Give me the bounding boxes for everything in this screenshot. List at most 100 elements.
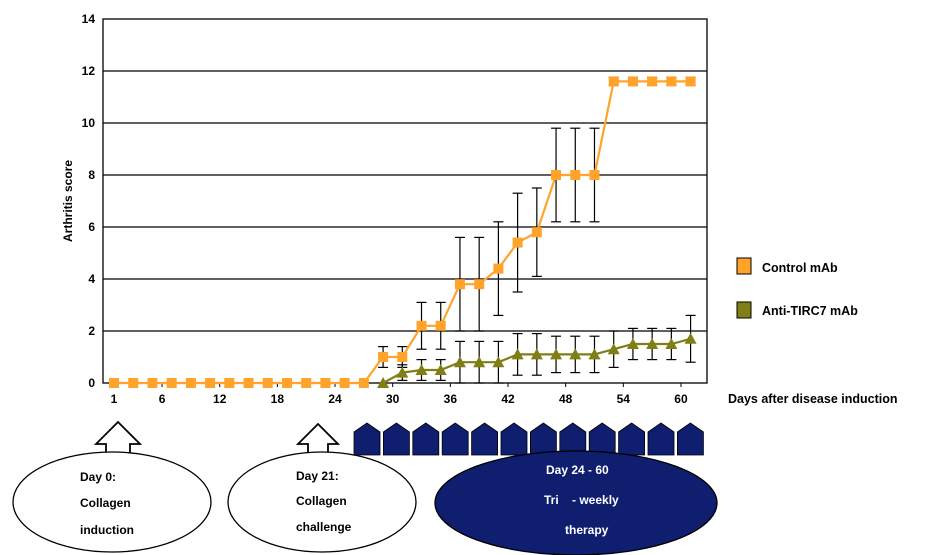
therapy-arrow-icon: [618, 422, 645, 456]
legend-item-control: Control mAb: [736, 257, 838, 275]
x-tick-label: 36: [444, 392, 458, 406]
data-point: [530, 348, 543, 360]
legend-item-anti-tirc7: Anti-TIRC7 mAb: [736, 301, 858, 319]
y-axis-ticks: 0 2 4 6 8 10 12 14: [82, 12, 96, 390]
data-point: [492, 356, 505, 368]
data-point: [454, 279, 465, 290]
legend-swatch-anti-tirc7: [736, 301, 752, 319]
gridlines: [103, 70, 707, 332]
x-tick-label: 54: [617, 392, 631, 406]
event-collagen-challenge: Day 21: Collagen challenge: [227, 451, 417, 553]
data-point: [474, 279, 485, 290]
therapy-arrow-icon: [677, 422, 704, 456]
data-point: [339, 378, 350, 388]
data-point: [627, 76, 638, 87]
therapy-arrow-icon: [412, 422, 440, 456]
therapy-arrow-icon: [353, 422, 381, 456]
event-induction-line-3: induction: [80, 523, 134, 537]
therapy-arrows: [353, 422, 704, 456]
data-point: [473, 356, 486, 368]
y-tick-label: 14: [82, 12, 96, 26]
data-point: [608, 76, 619, 87]
x-tick-label: 6: [159, 392, 166, 406]
data-point: [301, 378, 312, 388]
x-tick-label: 48: [559, 392, 573, 406]
data-point: [588, 348, 601, 360]
data-point: [378, 352, 389, 362]
data-point: [434, 364, 447, 375]
data-point: [569, 348, 582, 360]
series-anti-tirc7: [377, 314, 697, 388]
x-tick-label: 12: [213, 392, 227, 406]
data-point: [128, 378, 139, 388]
event-therapy: Day 24 - 60 Tri - weekly therapy: [434, 450, 718, 555]
data-point: [646, 338, 659, 349]
data-point: [626, 338, 639, 349]
legend: Control mAb Anti-TIRC7 mAb: [736, 257, 858, 319]
series-line: [114, 80, 691, 385]
data-point: [570, 170, 581, 180]
data-point: [607, 343, 620, 355]
x-tick-label: 42: [501, 392, 515, 406]
data-point: [531, 227, 542, 238]
x-tick-label: 18: [271, 392, 285, 406]
series-layer: [109, 76, 697, 388]
challenge-arrow-icon: [295, 422, 341, 458]
y-axis-label: Arthritis score: [61, 160, 75, 242]
data-point: [665, 338, 678, 349]
x-axis-ticks: 1 6 12 18 24 30 36 42 48 54 60: [111, 383, 688, 406]
therapy-arrow-icon: [530, 422, 557, 456]
data-point: [416, 320, 427, 331]
data-point: [166, 378, 177, 388]
data-point: [647, 76, 658, 87]
data-point: [185, 378, 196, 388]
legend-label-anti-tirc7: Anti-TIRC7 mAb: [762, 304, 858, 318]
y-tick-label: 10: [82, 116, 96, 130]
data-point: [685, 76, 696, 87]
y-tick-label: 2: [88, 324, 95, 338]
event-therapy-line-1: Day 24 - 60: [546, 463, 609, 477]
data-point: [589, 170, 600, 180]
data-point: [262, 378, 273, 388]
y-tick-label: 8: [88, 168, 95, 182]
event-challenge-line-3: challenge: [296, 520, 352, 534]
event-therapy-line-2: Tri - weekly: [544, 493, 619, 507]
legend-label-control: Control mAb: [762, 261, 838, 275]
event-ellipse-challenge: [227, 451, 417, 553]
legend-swatch-control: [736, 257, 752, 275]
data-point: [224, 378, 235, 388]
data-point: [109, 378, 119, 388]
y-tick-label: 0: [88, 376, 95, 390]
x-tick-label: 24: [328, 392, 342, 406]
induction-arrow-icon: [93, 420, 143, 458]
therapy-arrow-icon: [500, 422, 528, 456]
data-point: [453, 356, 466, 368]
data-point: [281, 378, 292, 388]
therapy-arrow-icon: [588, 422, 616, 456]
data-point: [377, 377, 390, 388]
therapy-arrow-icon: [647, 422, 675, 456]
event-challenge-line-2: Collagen: [296, 494, 347, 508]
event-challenge-line-1: Day 21:: [296, 469, 339, 483]
data-point: [666, 76, 677, 87]
therapy-arrow-icon: [383, 422, 410, 456]
data-point: [493, 263, 504, 274]
data-point: [358, 378, 369, 388]
data-point: [243, 378, 254, 388]
therapy-arrow-icon: [559, 422, 587, 456]
x-tick-label: 60: [674, 392, 688, 406]
data-point: [147, 378, 158, 388]
event-induction-line-1: Day 0:: [80, 470, 116, 484]
data-point: [511, 348, 524, 360]
therapy-arrow-icon: [441, 422, 469, 456]
series-control: [109, 76, 696, 388]
y-tick-label: 4: [88, 272, 95, 286]
data-point: [205, 378, 216, 388]
event-therapy-line-3: therapy: [565, 523, 609, 537]
event-ellipse-therapy: [434, 450, 718, 555]
event-collagen-induction: Day 0: Collagen induction: [12, 451, 212, 553]
data-point: [435, 320, 446, 331]
data-point: [550, 348, 563, 360]
